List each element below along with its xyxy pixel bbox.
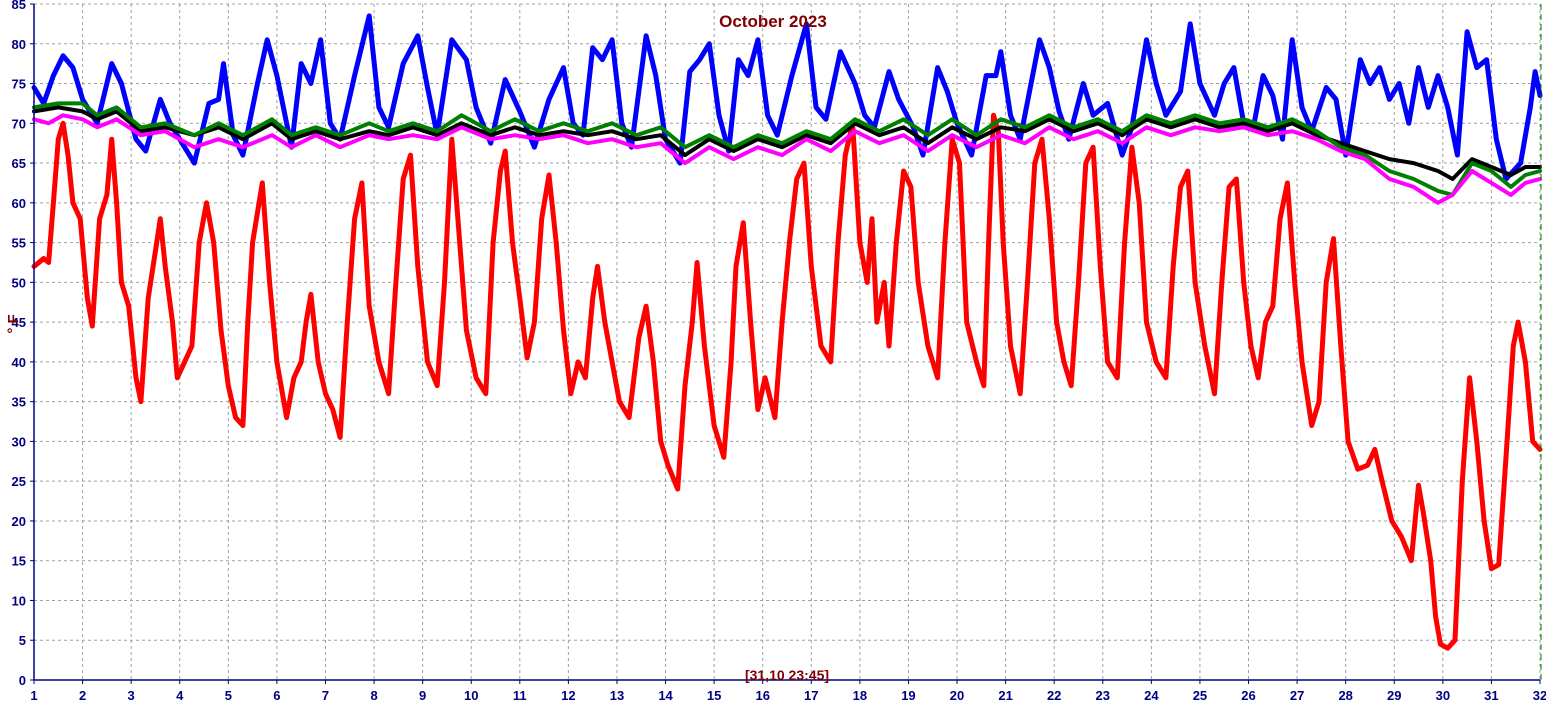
y-tick-label: 50 <box>12 275 26 290</box>
x-tick-label: 31 <box>1484 688 1498 703</box>
y-tick-label: 45 <box>12 315 26 330</box>
x-tick-label: 13 <box>610 688 624 703</box>
y-tick-label: 35 <box>12 395 26 410</box>
x-tick-label: 2 <box>79 688 86 703</box>
series-line-4 <box>32 101 1542 197</box>
x-tick-label: 5 <box>225 688 232 703</box>
y-tick-label: 20 <box>12 514 26 529</box>
x-tick-label: 3 <box>128 688 135 703</box>
x-tick-label: 26 <box>1241 688 1255 703</box>
y-tick-label: 55 <box>12 236 26 251</box>
x-tick-label: 18 <box>853 688 867 703</box>
x-tick-label: 17 <box>804 688 818 703</box>
x-tick-label: 7 <box>322 688 329 703</box>
data-series <box>31 13 1543 651</box>
x-tick-label: 15 <box>707 688 721 703</box>
x-tick-label: 28 <box>1338 688 1352 703</box>
series-line-1 <box>31 13 1543 182</box>
x-tick-label: 21 <box>998 688 1012 703</box>
y-tick-label: 30 <box>12 434 26 449</box>
y-tick-label: 75 <box>12 77 26 92</box>
y-tick-label: 60 <box>12 196 26 211</box>
timestamp-label: [31,10 23:45] <box>745 667 829 683</box>
series-line-2 <box>31 112 1543 651</box>
x-tick-label: 27 <box>1290 688 1304 703</box>
y-tick-label: 15 <box>12 554 26 569</box>
x-tick-label: 24 <box>1144 688 1159 703</box>
y-tick-label: 10 <box>12 593 26 608</box>
x-tick-label: 10 <box>464 688 478 703</box>
x-tick-label: 22 <box>1047 688 1061 703</box>
x-tick-label: 11 <box>513 688 527 703</box>
y-tick-label: 25 <box>12 474 26 489</box>
chart-title: October 2023 <box>719 12 827 31</box>
y-tick-label: 0 <box>19 673 26 688</box>
x-tick-label: 9 <box>419 688 426 703</box>
x-tick-label: 6 <box>273 688 280 703</box>
y-tick-label: 65 <box>12 156 26 171</box>
y-tick-label: 80 <box>12 37 26 52</box>
y-tick-label: 40 <box>12 355 26 370</box>
axes <box>33 4 1542 681</box>
x-tick-label: 30 <box>1436 688 1450 703</box>
x-tick-label: 4 <box>176 688 184 703</box>
x-tick-label: 29 <box>1387 688 1401 703</box>
x-tick-label: 14 <box>658 688 673 703</box>
y-tick-label: 5 <box>19 633 26 648</box>
x-tick-label: 16 <box>755 688 769 703</box>
y-tick-label: 70 <box>12 116 26 131</box>
x-tick-label: 20 <box>950 688 964 703</box>
y-tick-label: 85 <box>12 0 26 12</box>
x-tick-label: 25 <box>1193 688 1207 703</box>
x-tick-label: 8 <box>370 688 377 703</box>
y-axis-ticks: 0 5 10 15 20 25 30 35 40 45 50 55 60 65 70 75 80 85 <box>12 0 34 688</box>
x-tick-label: 23 <box>1096 688 1110 703</box>
x-tick-label: 12 <box>561 688 575 703</box>
y-axis-label: ° F <box>5 314 22 333</box>
x-axis-ticks: 1 2 3 4 5 6 7 8 9 10 11 12 13 14 15 16 17 18 19 20 21 22 23 24 2… <box>30 680 1546 703</box>
series-line-5 <box>32 113 1542 205</box>
x-tick-label: 32 <box>1533 688 1546 703</box>
x-tick-label: 1 <box>30 688 37 703</box>
x-tick-label: 19 <box>901 688 915 703</box>
